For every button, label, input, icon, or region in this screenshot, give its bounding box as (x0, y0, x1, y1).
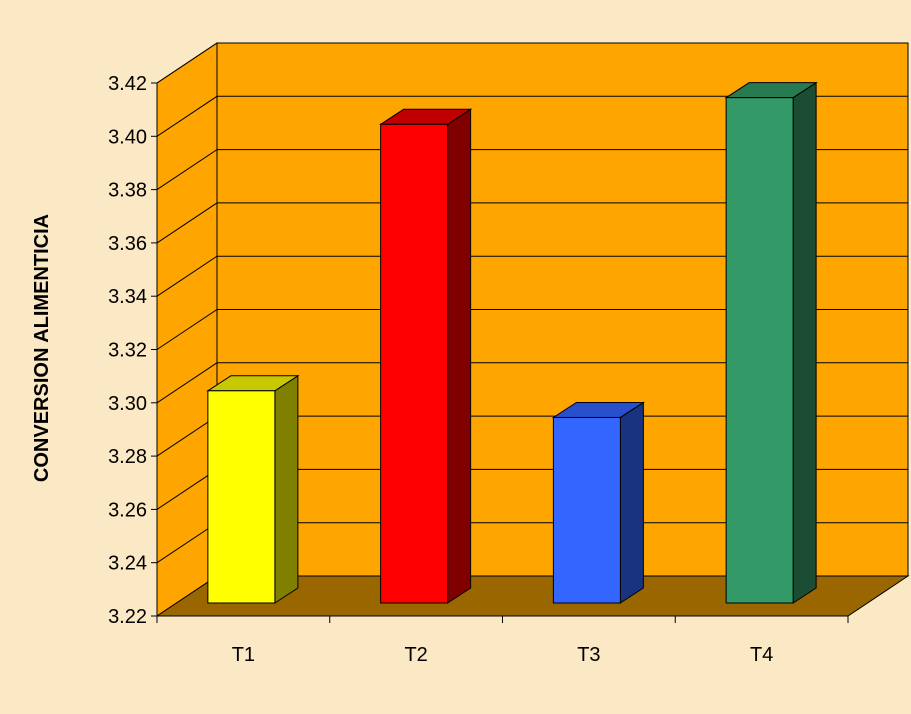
y-tick-label: 3.32 (108, 340, 147, 362)
gridlines (156, 42, 908, 564)
bar (724, 81, 818, 604)
y-tick-label: 3.28 (108, 446, 147, 468)
bar (378, 108, 473, 604)
gridline (156, 202, 908, 244)
axes (151, 82, 849, 623)
y-tick-label: 3.34 (108, 286, 147, 308)
bar-side (447, 108, 472, 604)
y-tick-label: 3.42 (108, 73, 147, 95)
bar-front (552, 416, 621, 604)
bar-side (619, 401, 644, 604)
y-axis-label: CONVERSION ALIMENTICIA (31, 214, 53, 482)
bar-side (274, 374, 299, 604)
bar (206, 374, 300, 604)
y-tick-label: 3.40 (108, 126, 147, 148)
gridline (156, 362, 908, 404)
gridline (156, 255, 908, 297)
y-tick-label: 3.22 (108, 606, 147, 628)
y-tick-label: 3.30 (108, 393, 147, 415)
gridline (156, 95, 908, 137)
y-tick-label: 3.36 (108, 233, 147, 255)
x-tick-label: T1 (232, 644, 255, 666)
y-tick-label: 3.26 (108, 499, 147, 521)
x-tick-label: T4 (750, 644, 773, 666)
bar-front (207, 390, 276, 604)
x-tick-label: T3 (577, 644, 600, 666)
y-tick-label: 3.38 (108, 180, 147, 202)
y-tick-label: 3.24 (108, 553, 147, 575)
gridline (156, 42, 908, 84)
tick-labels: 3.22 3.24 3.26 3.28 3.30 3.32 3.34 3.36 3.38 3.40… (108, 73, 773, 666)
bars (206, 81, 818, 604)
bar (551, 401, 646, 604)
bar-front (380, 123, 449, 604)
x-tick-label: T2 (404, 644, 427, 666)
bar-side (792, 81, 817, 604)
gridline (156, 309, 908, 350)
bar-front (725, 97, 794, 604)
gridline (156, 149, 908, 191)
